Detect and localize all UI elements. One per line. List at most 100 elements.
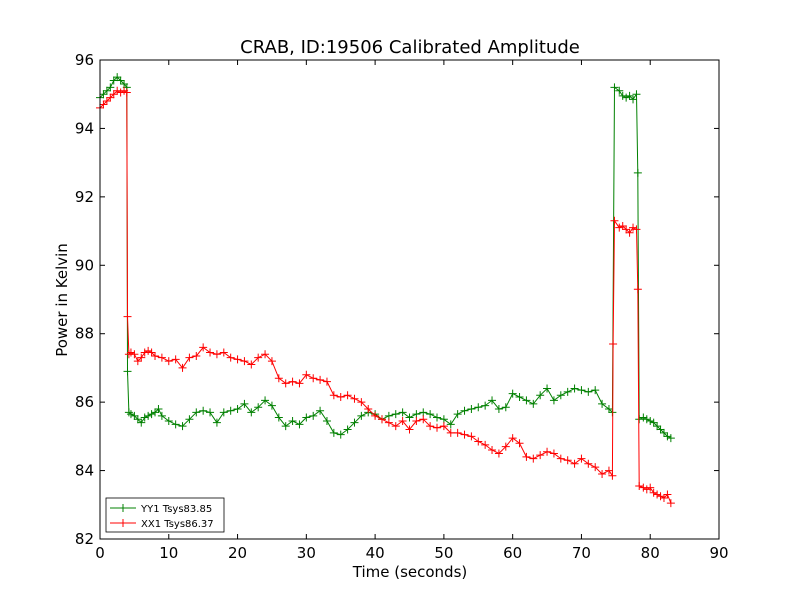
- data-point: [109, 76, 118, 85]
- data-point: [329, 391, 338, 400]
- data-point: [522, 452, 531, 461]
- data-point: [133, 415, 142, 424]
- data-point: [157, 353, 166, 362]
- data-point: [391, 410, 400, 419]
- data-point: [474, 403, 483, 412]
- data-point: [426, 410, 435, 419]
- data-point: [584, 459, 593, 468]
- data-point: [178, 422, 187, 431]
- data-point: [570, 384, 579, 393]
- data-point: [656, 425, 665, 434]
- data-point: [412, 410, 421, 419]
- data-point: [446, 428, 455, 437]
- data-point: [126, 348, 135, 357]
- data-point: [549, 449, 558, 458]
- data-point: [240, 399, 249, 408]
- data-point: [508, 389, 517, 398]
- data-point: [604, 466, 613, 475]
- data-point: [247, 360, 256, 369]
- data-point: [405, 413, 414, 422]
- data-point: [212, 350, 221, 359]
- data-point: [377, 415, 386, 424]
- data-point: [185, 415, 194, 424]
- data-point: [635, 481, 644, 490]
- data-point: [106, 93, 115, 102]
- data-point: [322, 416, 331, 425]
- data-point: [124, 408, 133, 417]
- data-point: [460, 430, 469, 439]
- data-point: [577, 454, 586, 463]
- data-point: [309, 411, 318, 420]
- data-point: [233, 404, 242, 413]
- series-layer: [96, 73, 675, 508]
- data-point: [295, 379, 304, 388]
- data-point: [522, 396, 531, 405]
- data-point: [147, 348, 156, 357]
- data-point: [329, 428, 338, 437]
- data-point: [663, 432, 672, 441]
- data-point: [281, 379, 290, 388]
- data-point: [488, 396, 497, 405]
- y-tick-label: 96: [75, 51, 94, 69]
- data-point: [336, 430, 345, 439]
- data-point: [649, 488, 658, 497]
- data-point: [618, 221, 627, 230]
- data-point: [598, 469, 607, 478]
- y-axis-title: Power in Kelvin: [53, 243, 71, 357]
- data-point: [398, 416, 407, 425]
- data-point: [192, 351, 201, 360]
- data-point: [164, 416, 173, 425]
- data-point: [591, 463, 600, 472]
- data-point: [122, 88, 131, 97]
- x-tick-label: 80: [641, 544, 660, 562]
- x-tick-label: 30: [297, 544, 316, 562]
- data-point: [371, 411, 380, 420]
- data-point: [494, 404, 503, 413]
- data-point: [102, 86, 111, 95]
- data-point: [151, 351, 160, 360]
- legend-label: XX1 Tsys86.37: [141, 519, 214, 530]
- data-point: [99, 100, 108, 109]
- data-point: [563, 387, 572, 396]
- data-point: [543, 447, 552, 456]
- data-point: [646, 483, 655, 492]
- data-point: [405, 425, 414, 434]
- data-point: [439, 415, 448, 424]
- data-point: [261, 396, 270, 405]
- data-point: [488, 446, 497, 455]
- data-point: [549, 396, 558, 405]
- data-point: [295, 420, 304, 429]
- data-point: [130, 411, 139, 420]
- data-point: [226, 406, 235, 415]
- data-point: [267, 401, 276, 410]
- y-tick-label: 92: [75, 188, 94, 206]
- data-point: [316, 375, 325, 384]
- data-point: [629, 223, 638, 232]
- data-point: [123, 312, 132, 321]
- chart-title: CRAB, ID:19506 Calibrated Amplitude: [240, 37, 580, 58]
- data-point: [494, 449, 503, 458]
- data-point: [113, 73, 122, 82]
- data-point: [140, 413, 149, 422]
- data-point: [309, 374, 318, 383]
- data-point: [157, 411, 166, 420]
- data-point: [563, 456, 572, 465]
- data-point: [622, 225, 631, 234]
- data-point: [384, 411, 393, 420]
- data-point: [625, 228, 634, 237]
- data-point: [322, 377, 331, 386]
- data-point: [350, 418, 359, 427]
- data-point: [604, 404, 613, 413]
- data-point: [625, 91, 634, 100]
- data-point: [185, 353, 194, 362]
- data-point: [302, 413, 311, 422]
- data-point: [419, 415, 428, 424]
- data-point: [178, 363, 187, 372]
- data-point: [642, 415, 651, 424]
- y-tick-label: 82: [75, 530, 94, 548]
- x-tick-label: 60: [503, 544, 522, 562]
- data-point: [460, 406, 469, 415]
- data-point: [618, 91, 627, 100]
- data-point: [649, 418, 658, 427]
